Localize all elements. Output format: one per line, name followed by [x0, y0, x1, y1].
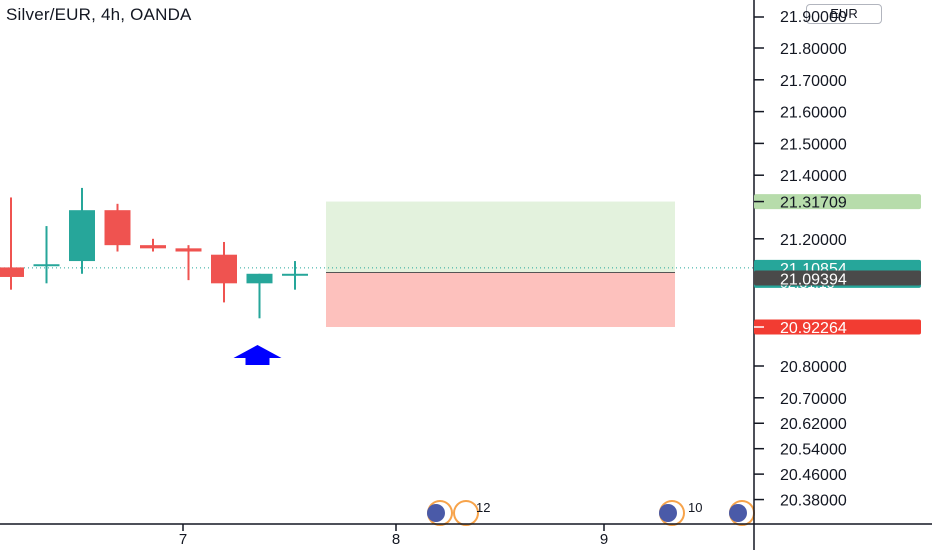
- candle-body: [246, 273, 273, 284]
- event-count: 12: [476, 500, 490, 515]
- target-price-label-bg: [754, 194, 921, 210]
- event-markers: 12 10: [427, 500, 755, 526]
- price-tick-label: 21.40000: [780, 168, 847, 185]
- candles: [0, 187, 308, 319]
- time-tick-label: 9: [600, 531, 608, 548]
- event-marker: [729, 500, 755, 526]
- candle-body: [104, 210, 131, 246]
- event-count: 10: [688, 500, 702, 515]
- entry-price-bg: [754, 270, 921, 286]
- entry-price-text: 21.09394: [780, 272, 847, 289]
- price-tick-label: 20.80000: [780, 359, 847, 376]
- stop-price-label-bg: [754, 319, 921, 335]
- price-tick-label: 20.46000: [780, 467, 847, 484]
- candle-body: [175, 248, 202, 252]
- price-tick-label: 21.50000: [780, 136, 847, 153]
- price-tick-label: 21.90000: [780, 9, 847, 26]
- price-tick-label: 20.62000: [780, 416, 847, 433]
- price-tick-label: 21.60000: [780, 105, 847, 122]
- event-marker: 10: [659, 500, 702, 526]
- event-icon: [427, 504, 445, 522]
- event-ring-icon: [453, 500, 479, 526]
- currency-button[interactable]: EUR: [806, 4, 882, 24]
- stop-price-label: 20.92264: [754, 319, 921, 337]
- chart-title: Silver/EUR, 4h, OANDA: [6, 5, 192, 24]
- position-zones: [0, 201, 754, 328]
- price-tick-label: 21.70000: [780, 73, 847, 90]
- target-price-label: 21.31709: [754, 194, 921, 212]
- entry-price-label: 21.09394: [754, 270, 921, 289]
- target-price-label-text: 21.31709: [780, 195, 847, 212]
- price-tick-label: 21.20000: [780, 232, 847, 249]
- time-tick-label: 8: [392, 531, 400, 548]
- candle-body: [211, 254, 237, 284]
- candle-body: [69, 210, 95, 262]
- event-marker: 12: [427, 500, 490, 526]
- up-arrow-icon: [233, 345, 282, 365]
- price-tick-label: 20.54000: [780, 442, 847, 459]
- candle-body: [282, 273, 308, 276]
- price-tick-label: 21.80000: [780, 41, 847, 58]
- candle-body: [140, 245, 166, 249]
- price-tick-label: 20.70000: [780, 391, 847, 408]
- candle-body: [33, 264, 60, 267]
- time-tick-label: 7: [179, 531, 187, 548]
- candle-body: [0, 267, 24, 277]
- event-icon: [659, 504, 677, 522]
- target-zone: [326, 201, 675, 273]
- price-tick-label: 20.38000: [780, 493, 847, 510]
- stop-zone: [326, 272, 675, 328]
- stop-price-label-text: 20.92264: [780, 320, 847, 337]
- signals: [233, 345, 282, 365]
- event-icon: [729, 504, 747, 522]
